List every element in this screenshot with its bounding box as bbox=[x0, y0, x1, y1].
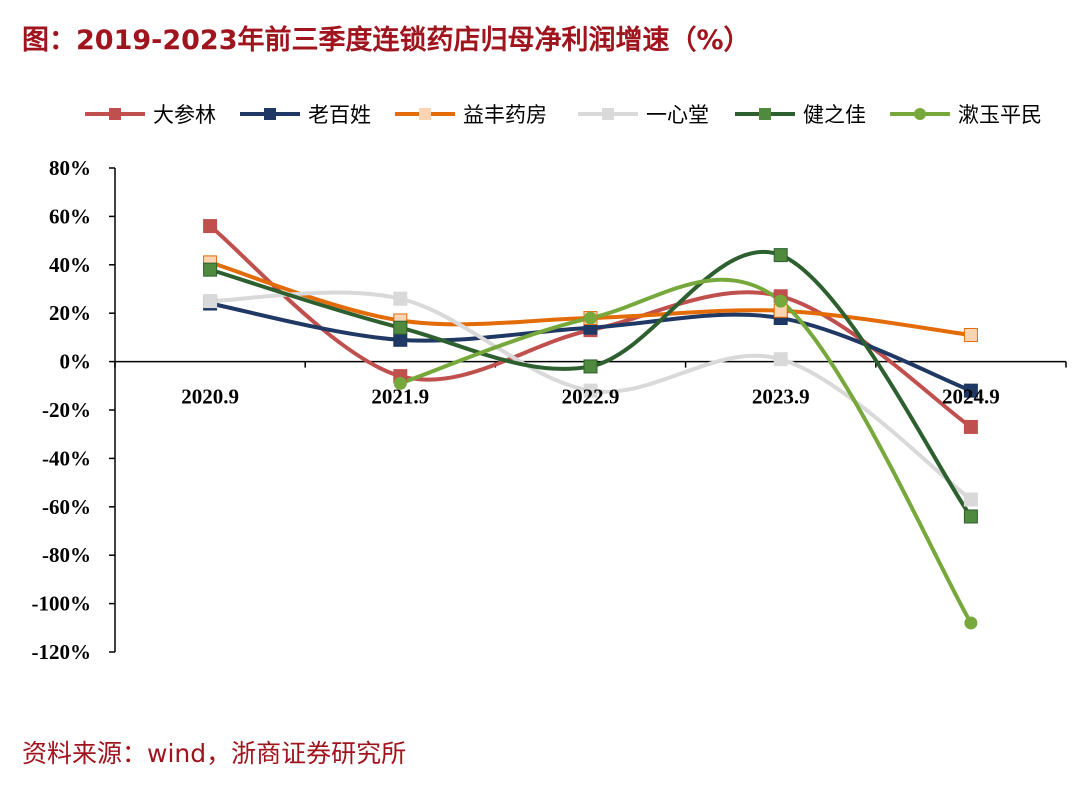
x-tick-label: 2023.9 bbox=[752, 385, 810, 409]
legend-marker bbox=[109, 108, 121, 120]
y-tick-label: 40% bbox=[49, 253, 91, 277]
x-tick-label: 2021.9 bbox=[371, 385, 429, 409]
y-tick-label: -100% bbox=[32, 592, 92, 616]
y-tick-label: 20% bbox=[49, 301, 91, 325]
data-point bbox=[583, 359, 598, 374]
data-point bbox=[964, 616, 978, 630]
y-tick-label: 60% bbox=[49, 204, 91, 228]
data-point bbox=[774, 294, 788, 308]
data-point bbox=[583, 383, 598, 398]
series-lines bbox=[208, 224, 973, 625]
data-point bbox=[584, 311, 597, 325]
legend-label: 益丰药房 bbox=[463, 103, 547, 127]
x-axis-labels: 2020.9 2021.9 2022.9 2023.9 2024.9 bbox=[181, 385, 1000, 409]
data-point bbox=[963, 509, 978, 524]
legend-label: 健之佳 bbox=[803, 103, 866, 127]
data-point bbox=[963, 383, 978, 398]
y-tick-label: -80% bbox=[42, 543, 91, 567]
legend-marker bbox=[419, 108, 431, 120]
legend: 大参林 老百姓 益丰药房 一心堂 健之佳 漱玉平民 bbox=[85, 103, 1042, 127]
y-tick-label: -60% bbox=[42, 495, 91, 519]
y-tick-label: -40% bbox=[42, 446, 91, 470]
legend-item: 健之佳 bbox=[735, 103, 866, 127]
source-note: 资料来源：wind，浙商证券研究所 bbox=[22, 739, 407, 768]
data-point bbox=[773, 248, 788, 263]
legend-item: 老百姓 bbox=[240, 103, 371, 127]
data-point bbox=[203, 219, 218, 234]
data-point bbox=[393, 376, 407, 390]
legend-marker bbox=[602, 108, 614, 120]
legend-item: 大参林 bbox=[85, 103, 216, 127]
y-tick-label: -20% bbox=[42, 398, 91, 422]
legend-label: 一心堂 bbox=[646, 103, 709, 127]
series-line bbox=[398, 277, 973, 625]
series-markers bbox=[203, 219, 978, 630]
axes: 80% 60% 40% 20% 0% -20% -40% -60% -80% -100% -120% bbox=[32, 156, 1067, 664]
legend-label: 漱玉平民 bbox=[958, 103, 1042, 127]
data-point bbox=[963, 419, 978, 434]
y-tick-label: 80% bbox=[49, 156, 91, 180]
chart-title: 图：2019-2023年前三季度连锁药店归母净利润增速（%） bbox=[22, 25, 751, 56]
legend-marker bbox=[759, 108, 771, 120]
legend-label: 老百姓 bbox=[308, 103, 371, 127]
data-point bbox=[203, 294, 218, 309]
legend-item: 益丰药房 bbox=[395, 103, 547, 127]
data-point bbox=[203, 262, 218, 277]
legend-item: 漱玉平民 bbox=[890, 103, 1042, 127]
x-tick-label: 2020.9 bbox=[181, 385, 239, 409]
series-line bbox=[208, 250, 973, 519]
data-point bbox=[963, 327, 978, 342]
data-point bbox=[963, 492, 978, 507]
y-tick-label: 0% bbox=[60, 350, 92, 374]
legend-item: 一心堂 bbox=[578, 103, 709, 127]
legend-marker bbox=[264, 108, 276, 120]
x-tick-label: 2024.9 bbox=[942, 385, 1000, 409]
data-point bbox=[393, 332, 408, 347]
y-tick-label: -120% bbox=[32, 640, 92, 664]
data-point bbox=[393, 320, 408, 335]
x-tick-label: 2022.9 bbox=[562, 385, 620, 409]
legend-marker bbox=[914, 108, 926, 120]
data-point bbox=[393, 291, 408, 306]
data-point bbox=[773, 352, 788, 367]
legend-label: 大参林 bbox=[153, 103, 216, 127]
